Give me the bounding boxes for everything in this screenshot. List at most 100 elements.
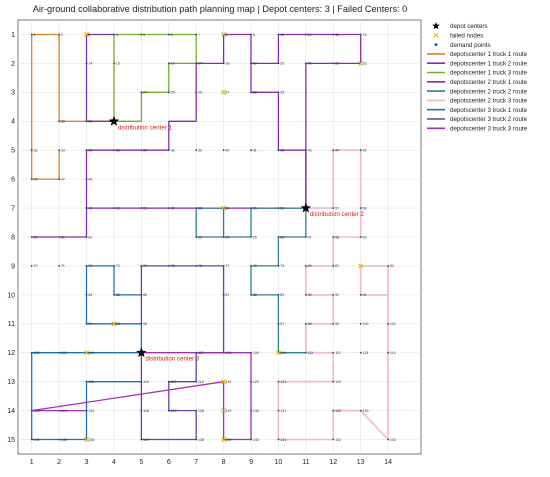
node-id-label: 80	[308, 264, 312, 268]
demand-point	[332, 236, 335, 238]
demand-point	[85, 236, 88, 238]
failed-node-markers	[83, 31, 364, 443]
demand-point	[332, 380, 335, 383]
failed-node-stroke	[221, 436, 227, 443]
node-id-label: 126	[143, 409, 149, 413]
node-id-label: 138	[198, 438, 204, 442]
demand-point	[359, 149, 362, 152]
demand-point	[222, 62, 225, 65]
demand-point	[195, 33, 198, 36]
node-id-label: 25	[171, 91, 175, 95]
node-id-label: 91	[335, 293, 339, 297]
demand-point	[387, 438, 390, 441]
node-id-label: 14	[88, 62, 92, 66]
node-id-label: 57	[335, 206, 339, 210]
legend-x-stroke	[433, 32, 439, 38]
x-tick-label: 14	[384, 459, 392, 466]
failed-node-marker	[221, 89, 227, 95]
node-id-label: 58	[362, 206, 366, 210]
node-id-label: 124	[61, 409, 67, 413]
node-id-label: 102	[34, 351, 40, 355]
demand-point	[195, 351, 198, 354]
demand-point	[85, 120, 88, 123]
demand-point	[250, 293, 252, 296]
x-tick-label: 5	[139, 459, 143, 466]
node-id-label: 30	[61, 120, 65, 124]
demand-point	[250, 62, 252, 65]
node-id-label: 10	[280, 33, 284, 37]
depot-star	[136, 347, 147, 358]
demand-point	[387, 322, 390, 325]
node-id-label: 19	[253, 62, 257, 66]
demand-point	[58, 33, 61, 36]
node-id-label: 103	[61, 351, 67, 355]
node-id-label: 8	[225, 33, 227, 37]
demand-point	[195, 438, 198, 441]
node-id-label: 35	[88, 149, 92, 153]
node-id-label: 9	[253, 33, 255, 37]
failed-node-marker	[221, 31, 227, 38]
failed-node-stroke	[111, 321, 117, 327]
node-id-label: 95	[116, 322, 120, 326]
node-id-label: 84	[88, 293, 92, 297]
node-id-label: 94	[88, 322, 92, 326]
demand-point	[222, 293, 225, 296]
legend-entry-label: depotscenter 1 truck 1 route	[450, 51, 528, 58]
node-id-label: 68	[335, 235, 339, 239]
legend: depot centers failed nodes demand points de…	[424, 20, 544, 135]
demand-point	[277, 293, 280, 296]
demand-point	[277, 438, 280, 441]
demand-point	[277, 265, 280, 267]
node-id-label: 20	[280, 62, 284, 66]
node-id-label: 99	[335, 322, 339, 326]
node-id-label: 104	[88, 351, 94, 355]
node-id-label: 78	[253, 264, 257, 268]
node-id-label: 76	[198, 264, 202, 268]
failed-node-marker	[83, 350, 90, 356]
failed-node-marker	[221, 436, 227, 443]
demand-point	[222, 265, 225, 267]
demand-point	[332, 207, 335, 209]
legend-entry-label: failed nodes	[450, 33, 483, 40]
y-tick-label: 15	[7, 437, 15, 444]
failed-node-marker	[275, 350, 281, 356]
demand-point	[140, 438, 143, 441]
node-id-label: 70	[34, 264, 38, 268]
node-id-label: 26	[198, 91, 202, 95]
failed-node-marker	[111, 321, 117, 327]
demand-point	[195, 149, 198, 152]
demand-point	[167, 265, 170, 267]
demand-point	[250, 149, 252, 152]
node-id-label: 39	[198, 149, 202, 153]
y-tick-label: 13	[7, 379, 15, 386]
node-id-label: 38	[171, 149, 175, 153]
node-id-label: 101	[390, 322, 396, 326]
demand-point	[222, 149, 225, 152]
node-id-label: 111	[308, 351, 313, 355]
demand-point	[359, 322, 362, 325]
demand-point	[277, 380, 280, 383]
node-id-label: 88	[253, 293, 257, 297]
failed-node-marker	[358, 60, 364, 66]
demand-point	[250, 33, 252, 36]
node-id-label: 110	[280, 351, 286, 355]
node-id-label: 114	[390, 351, 396, 355]
node-id-label: 47	[61, 177, 65, 181]
failed-node-stroke	[221, 205, 227, 211]
x-tick-label: 7	[194, 459, 198, 466]
node-id-label: 137	[143, 438, 149, 442]
node-id-label: 13	[362, 33, 366, 37]
demand-point	[140, 409, 143, 412]
demand-point	[30, 265, 33, 267]
node-id-label: 40	[225, 149, 229, 153]
failed-node-marker	[83, 31, 90, 38]
demand-point	[195, 265, 198, 267]
node-id-label: 6	[171, 33, 173, 37]
demand-point	[304, 149, 307, 152]
node-id-label: 45	[362, 149, 366, 153]
demand-point	[140, 293, 143, 296]
node-id-label: 86	[143, 293, 147, 297]
node-id-label: 116	[143, 380, 149, 384]
